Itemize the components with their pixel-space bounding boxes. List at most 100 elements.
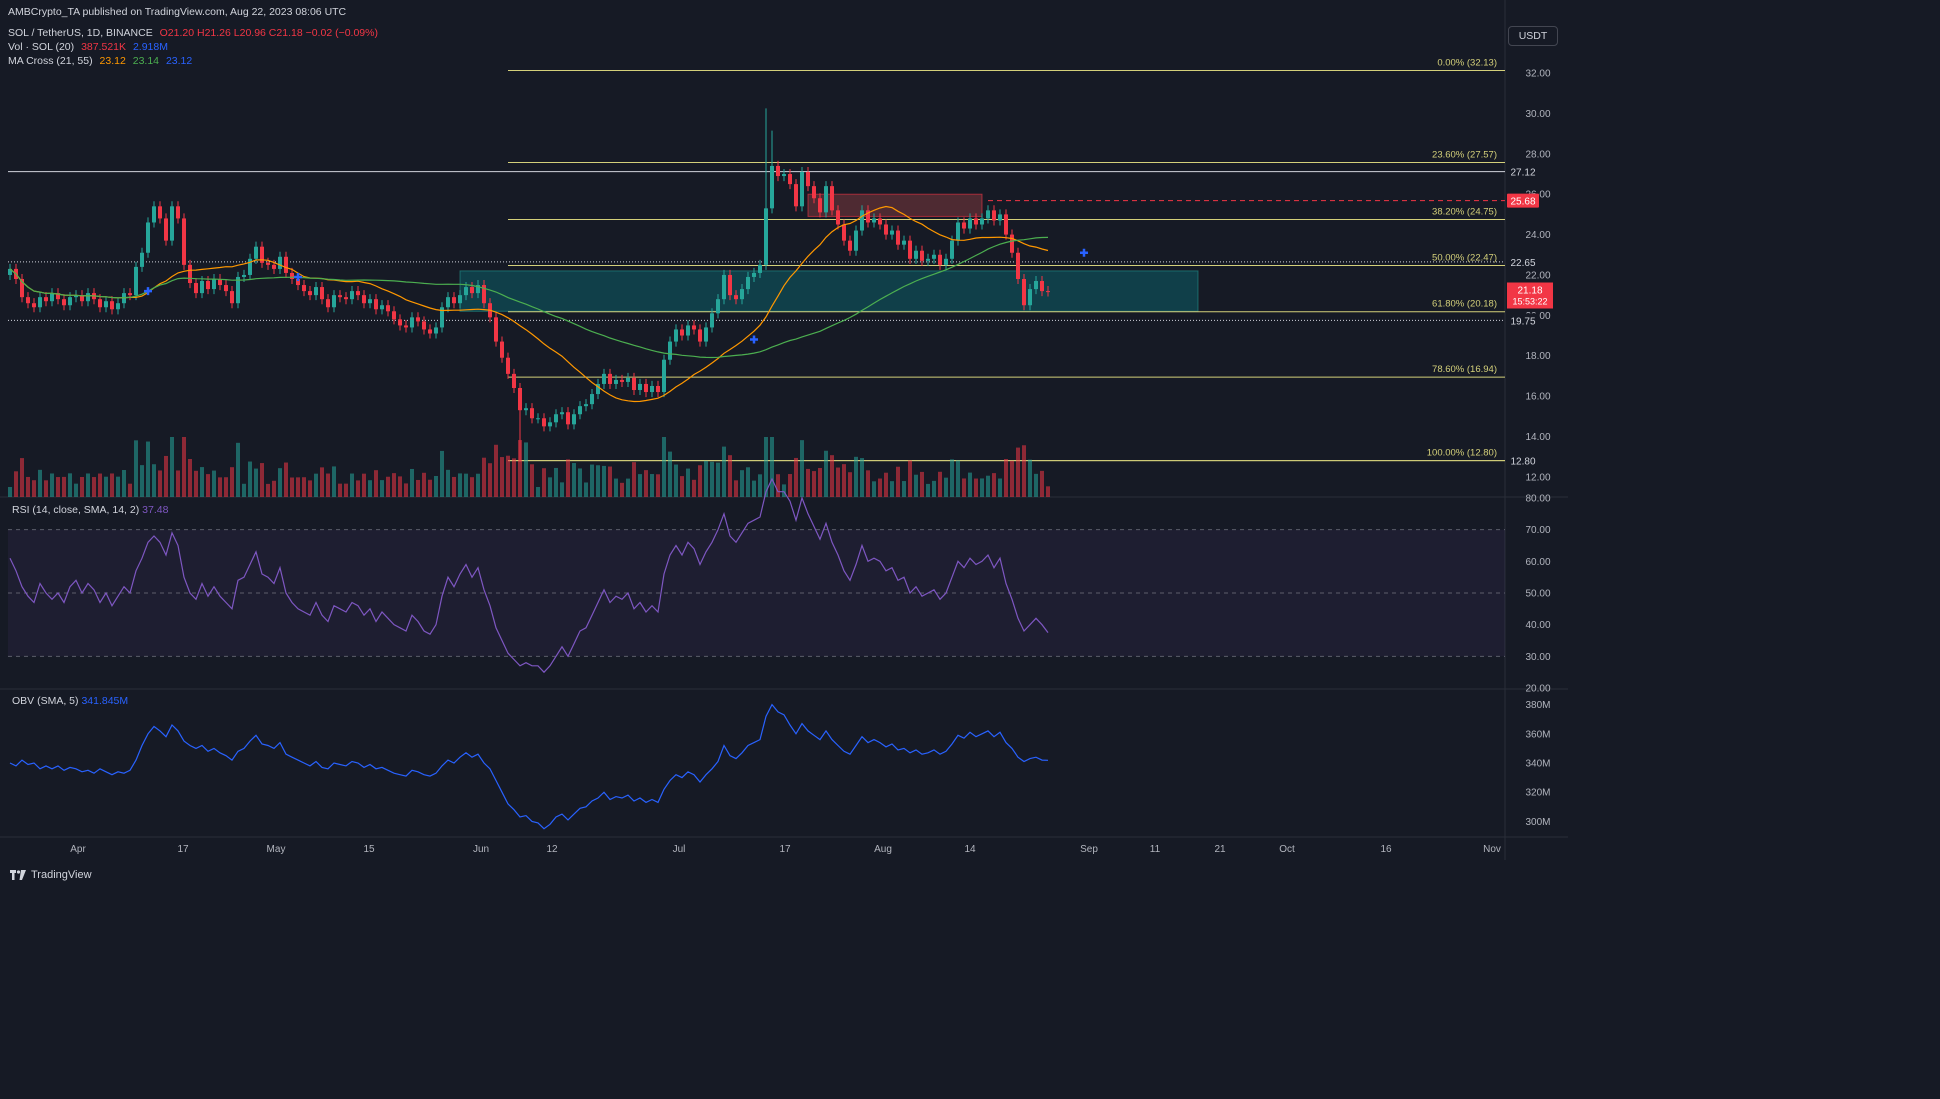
- volume-bar: [434, 476, 438, 497]
- volume-bar: [188, 459, 192, 497]
- volume-bar: [722, 446, 726, 497]
- candle-body: [746, 276, 750, 290]
- candle-body: [500, 341, 504, 358]
- chart-canvas[interactable]: 0.00% (32.13) 23.60% (27.57) 38.20% (24.75…: [0, 0, 1568, 888]
- candle-body: [704, 327, 708, 342]
- level-tag: 22.65: [1510, 258, 1535, 269]
- currency-button[interactable]: USDT: [1508, 26, 1558, 46]
- volume-bar: [116, 476, 120, 497]
- candle-body: [830, 186, 834, 211]
- volume-bar: [194, 470, 198, 497]
- volume-bar: [764, 437, 768, 497]
- candle-body: [248, 258, 252, 275]
- volume-bar: [416, 479, 420, 497]
- ma-cross-marker: [1080, 248, 1088, 257]
- candle-body: [626, 377, 630, 382]
- rsi-legend: RSI (14, close, SMA, 14, 2) 37.48: [12, 504, 168, 516]
- candle-body: [764, 208, 768, 265]
- volume-bar: [284, 462, 288, 497]
- volume-bar: [1046, 486, 1050, 497]
- candle-body: [482, 285, 486, 304]
- legend-volume-label[interactable]: Vol · SOL (20): [8, 41, 75, 53]
- candle-body: [686, 325, 690, 336]
- volume-bar: [830, 455, 834, 497]
- volume-bar: [644, 470, 648, 497]
- candle-body: [8, 268, 12, 275]
- obv-axis-tick: 300M: [1525, 817, 1550, 828]
- candle-body: [230, 291, 234, 304]
- legend-symbol[interactable]: SOL / TetherUS, 1D, BINANCE: [8, 27, 153, 39]
- candle-body: [1022, 278, 1026, 306]
- candle-body: [716, 299, 720, 314]
- candle-body: [470, 287, 474, 294]
- rsi-axis-tick: 80.00: [1525, 494, 1550, 505]
- candle-body: [698, 329, 702, 342]
- volume-bar: [788, 474, 792, 497]
- candle-body: [302, 285, 306, 292]
- x-axis-tick: Nov: [1483, 844, 1501, 855]
- candle-body: [770, 165, 774, 209]
- volume-bar: [974, 478, 978, 497]
- candle-body: [1046, 291, 1050, 293]
- level-tag-bg: [1507, 313, 1539, 328]
- volume-bar: [182, 437, 186, 497]
- obv-label[interactable]: OBV (SMA, 5): [12, 695, 79, 707]
- candle-body: [146, 222, 150, 253]
- volume-bar: [746, 467, 750, 497]
- rsi-label[interactable]: RSI (14, close, SMA, 14, 2): [12, 504, 140, 516]
- candle-body: [938, 254, 942, 265]
- candle-body: [776, 165, 780, 177]
- candle-body: [296, 278, 300, 286]
- volume-bar: [1004, 459, 1008, 497]
- candle-body: [284, 256, 288, 273]
- price-axis-tick: 14.00: [1525, 432, 1550, 443]
- candle-body: [890, 230, 894, 235]
- volume-bar: [968, 472, 972, 497]
- rsi-axis-tick: 30.00: [1525, 652, 1550, 663]
- volume-bar: [758, 474, 762, 497]
- volume-bar: [530, 464, 534, 497]
- volume-bar: [698, 465, 702, 497]
- volume-bar: [164, 455, 168, 497]
- candle-body: [416, 317, 420, 322]
- candle-body: [650, 385, 654, 393]
- volume-bar: [662, 437, 666, 497]
- volume-bar: [92, 477, 96, 497]
- candle-body: [692, 325, 696, 330]
- volume-bar: [410, 468, 414, 497]
- candle-body: [1040, 281, 1044, 292]
- volume-bar: [506, 455, 510, 497]
- volume-bar: [278, 468, 282, 497]
- legend-ma-label[interactable]: MA Cross (21, 55): [8, 55, 93, 67]
- volume-bar: [518, 440, 522, 497]
- candle-body: [944, 258, 948, 265]
- candle-body: [998, 214, 1002, 221]
- candle-body: [536, 418, 540, 420]
- x-axis-tick: 21: [1214, 844, 1226, 855]
- x-axis-tick: Jun: [473, 844, 489, 855]
- volume-bar: [998, 478, 1002, 497]
- volume-bar: [908, 460, 912, 497]
- volume-bar: [128, 483, 132, 497]
- candle-body: [386, 305, 390, 312]
- candle-body: [212, 278, 216, 290]
- volume-bar: [938, 471, 942, 497]
- legend-ma-row: MA Cross (21, 55) 23.12 23.14 23.12: [8, 55, 196, 67]
- candle-body: [26, 297, 30, 304]
- volume-bar: [572, 463, 576, 497]
- volume-bar: [842, 464, 846, 497]
- volume-bar: [482, 457, 486, 497]
- candle-body: [194, 283, 198, 294]
- volume-bar: [428, 479, 432, 497]
- volume-bar: [560, 482, 564, 497]
- volume-bar: [836, 467, 840, 497]
- tradingview-brand[interactable]: TradingView: [10, 869, 92, 881]
- volume-bar: [926, 483, 930, 497]
- volume-bar: [692, 479, 696, 497]
- volume-bar: [356, 480, 360, 497]
- candle-body: [98, 299, 102, 308]
- fib-level-label: 0.00% (32.13): [1437, 57, 1497, 68]
- volume-bar: [614, 478, 618, 497]
- x-axis-tick: May: [267, 844, 286, 855]
- volume-bar: [1022, 445, 1026, 497]
